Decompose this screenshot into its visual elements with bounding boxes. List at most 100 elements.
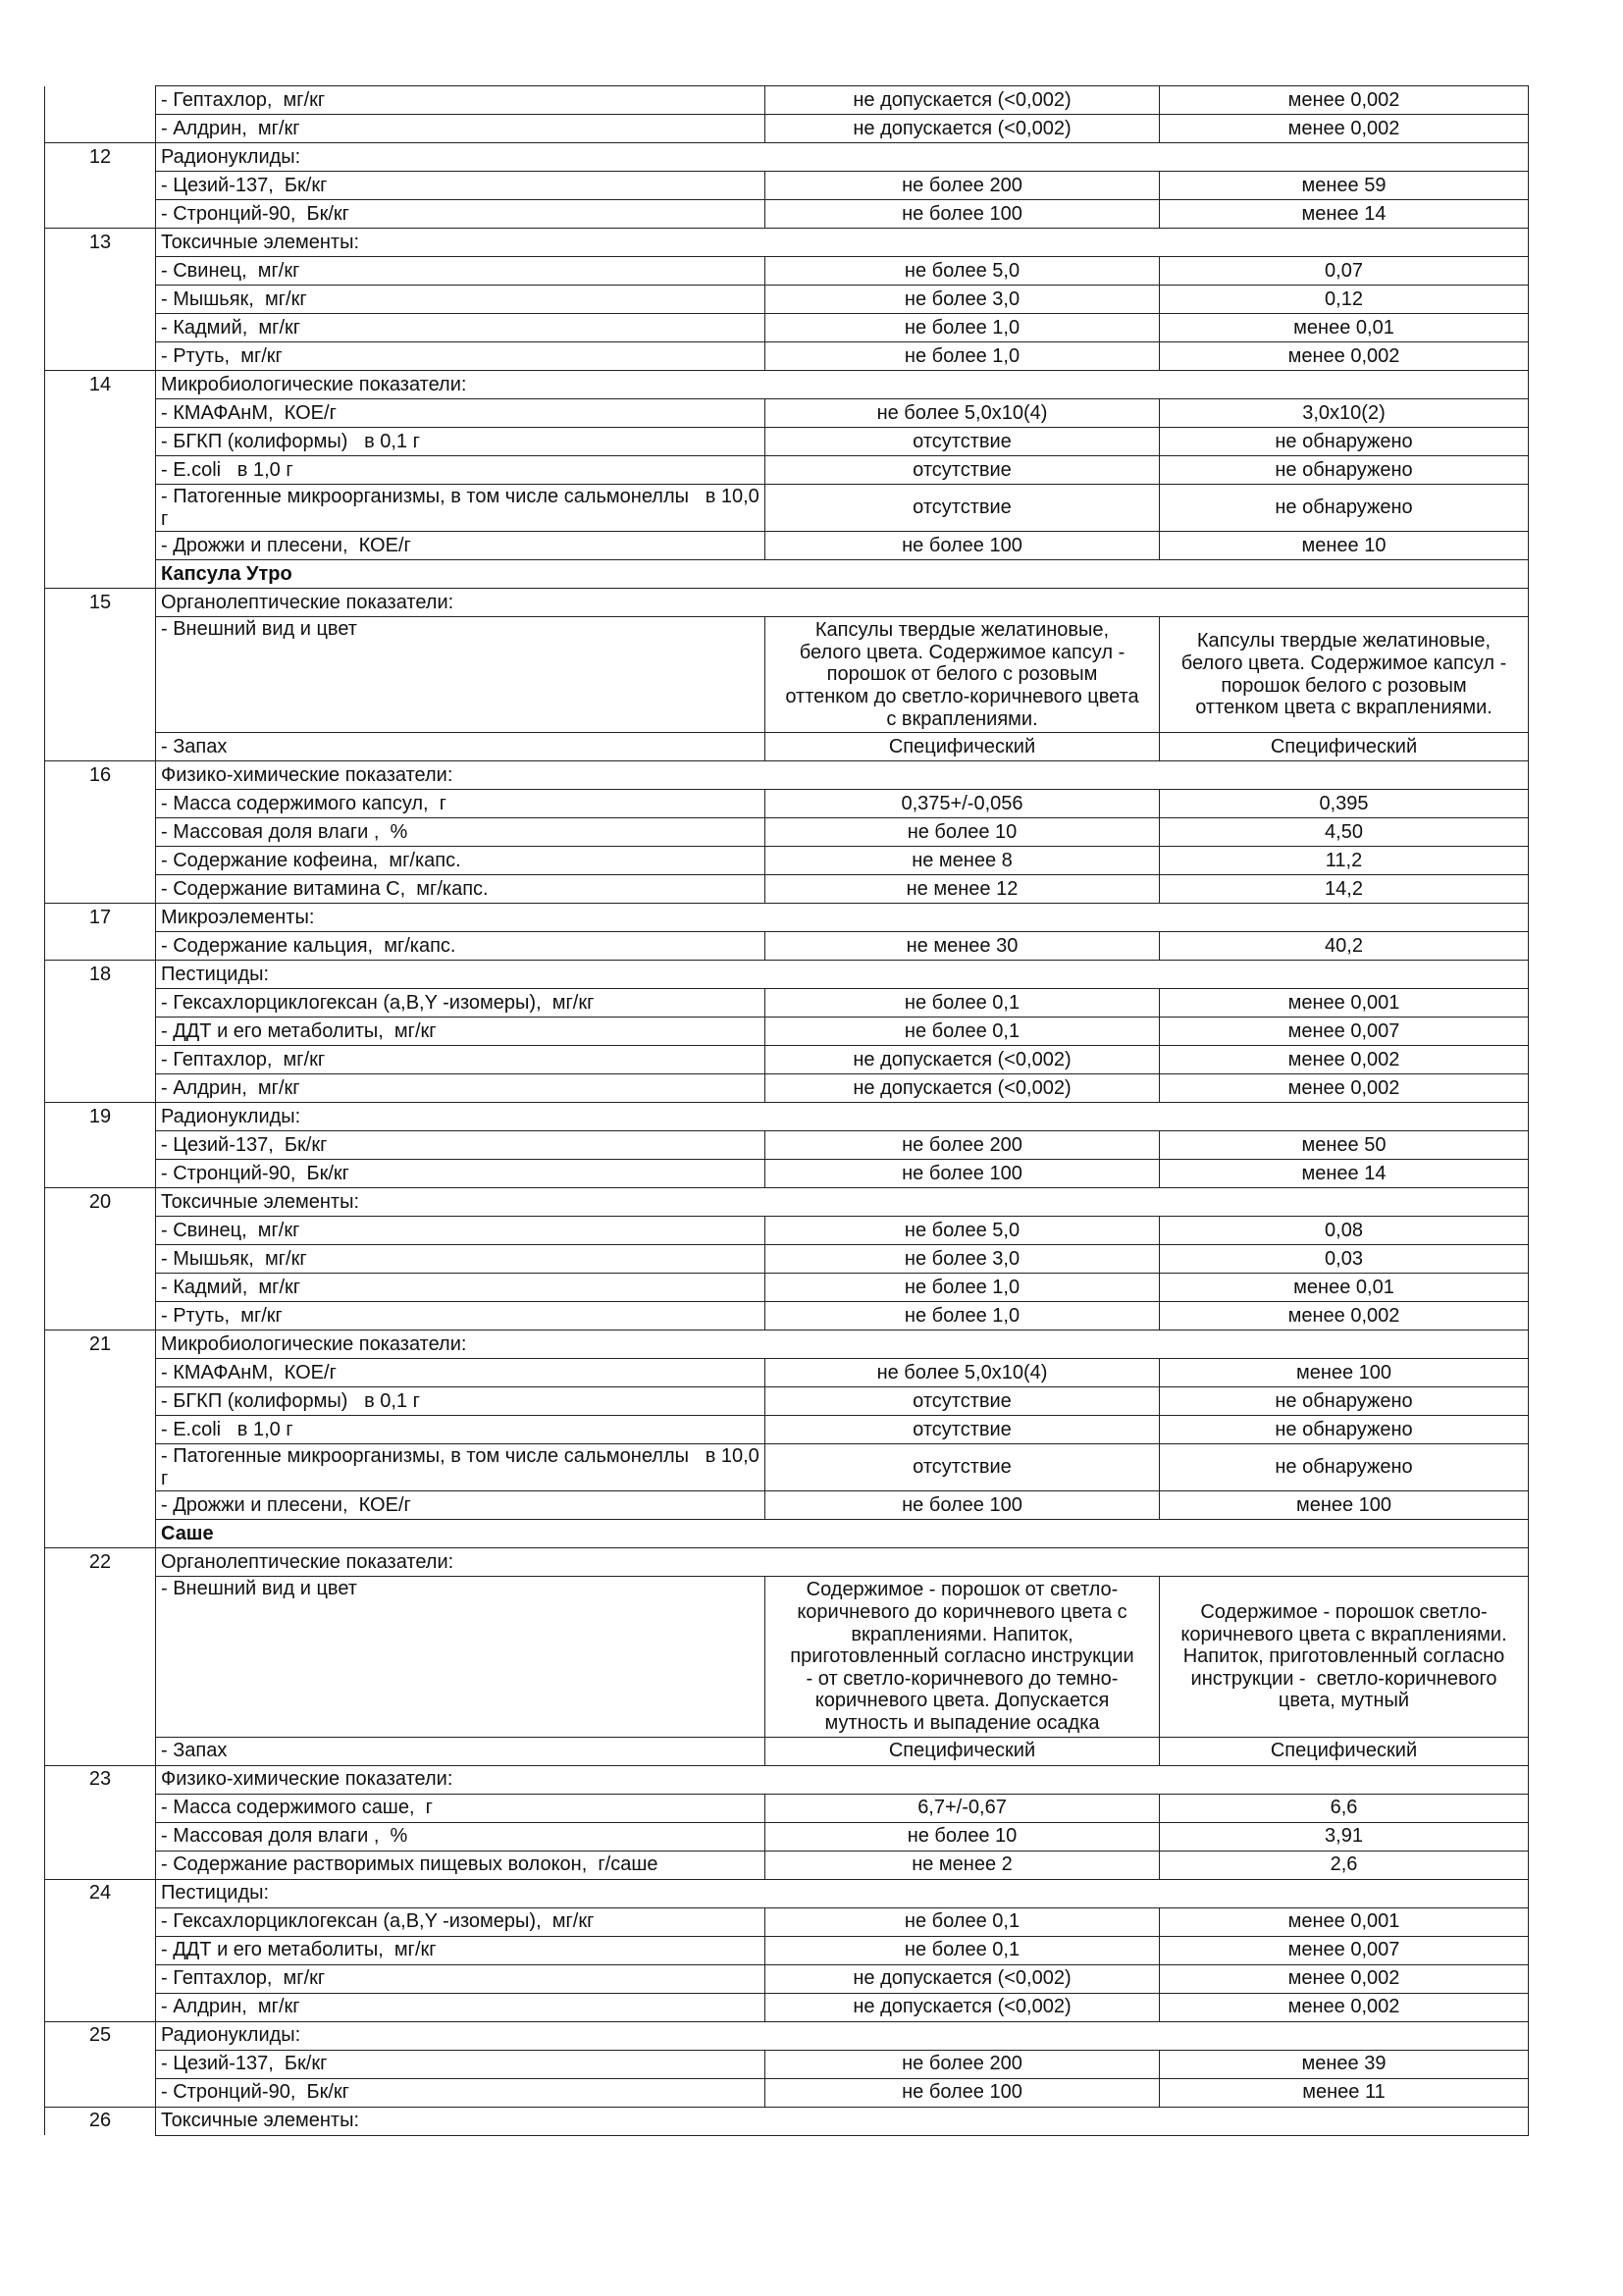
- number-cell: [44, 1301, 156, 1331]
- number-cell: [44, 285, 156, 314]
- table-row: Капсула Утро: [44, 559, 1529, 590]
- result-value: 6,6: [1159, 1793, 1529, 1823]
- table-row: Саше: [44, 1519, 1529, 1549]
- indicator-name: - Кадмий, мг/кг: [155, 1273, 765, 1303]
- table-row: - Содержание кальция, мг/капс. не менее 3…: [44, 931, 1529, 962]
- table-row: - E.coli в 1,0 г отсутствие не обнаружено: [44, 1415, 1529, 1445]
- result-value: менее 0,002: [1159, 1045, 1529, 1075]
- result-value: не обнаружено: [1159, 427, 1529, 456]
- indicator-name: - Запах: [155, 1736, 765, 1766]
- number-cell: [44, 2050, 156, 2078]
- indicator-name: - Масса содержимого саше, г: [155, 1793, 765, 1823]
- table-row: - Патогенные микроорганизмы, в том числе…: [44, 1443, 1529, 1492]
- row-number: 15: [44, 588, 156, 617]
- result-value: менее 100: [1159, 1358, 1529, 1388]
- result-value: Специфический: [1159, 732, 1529, 762]
- indicator-name: - Дрожжи и плесени, КОЕ/г: [155, 1490, 765, 1521]
- number-cell: [44, 1964, 156, 1993]
- number-cell: [44, 1244, 156, 1274]
- table-row: - Ртуть, мг/кг не более 1,0 менее 0,002: [44, 341, 1529, 371]
- indicator-name: - Гексахлорциклогексан (a,B,Y -изомеры),…: [155, 1906, 765, 1937]
- result-value: 0,03: [1159, 1244, 1529, 1275]
- norm-value: не более 100: [764, 1159, 1160, 1189]
- number-cell: [44, 2078, 156, 2107]
- results-table: - Гептахлор, мг/кг не допускается (<0,002…: [44, 85, 1529, 2136]
- row-number: 17: [44, 903, 156, 932]
- number-cell: [44, 1045, 156, 1074]
- indicator-name: - Гептахлор, мг/кг: [155, 1963, 765, 1994]
- table-row: - Мышьяк, мг/кг не более 3,0 0,03: [44, 1244, 1529, 1275]
- row-number: 20: [44, 1187, 156, 1217]
- norm-value: не более 5,0: [764, 256, 1160, 286]
- indicator-name: - КМАФАнМ, КОЕ/г: [155, 1358, 765, 1388]
- indicator-name: - E.coli в 1,0 г: [155, 455, 765, 485]
- group-label: Токсичные элементы:: [155, 1187, 1529, 1218]
- result-value: менее 11: [1159, 2077, 1529, 2108]
- table-row: - Гептахлор, мг/кг не допускается (<0,002…: [44, 1045, 1529, 1075]
- group-label: Радионуклиды:: [155, 2020, 1529, 2051]
- indicator-name: - Стронций-90, Бк/кг: [155, 1159, 765, 1189]
- number-cell: [44, 341, 156, 371]
- indicator-name: - Свинец, мг/кг: [155, 256, 765, 286]
- number-cell: [44, 484, 156, 532]
- table-row: - Кадмий, мг/кг не более 1,0 менее 0,01: [44, 1273, 1529, 1303]
- result-value: менее 100: [1159, 1490, 1529, 1521]
- row-number: 24: [44, 1878, 156, 1907]
- norm-value: не допускается (<0,002): [764, 1073, 1160, 1104]
- number-cell: [44, 531, 156, 560]
- norm-value: отсутствие: [764, 455, 1160, 485]
- number-cell: [44, 1737, 156, 1765]
- norm-value: не более 0,1: [764, 1017, 1160, 1047]
- indicator-name: - Алдрин, мг/кг: [155, 114, 765, 143]
- result-value: менее 0,007: [1159, 1935, 1529, 1965]
- result-value: менее 0,001: [1159, 1906, 1529, 1937]
- table-row: - Масса содержимого саше, г 6,7+/-0,67 6,6: [44, 1793, 1529, 1823]
- table-row: - Алдрин, мг/кг не допускается (<0,002) ме…: [44, 1073, 1529, 1104]
- table-row: - Цезий-137, Бк/кг не более 200 менее 50: [44, 1130, 1529, 1161]
- table-row: - Гептахлор, мг/кг не допускается (<0,002…: [44, 85, 1529, 115]
- norm-value: отсутствие: [764, 1386, 1160, 1417]
- indicator-name: - Внешний вид и цвет: [155, 616, 765, 734]
- number-cell: [44, 1358, 156, 1387]
- row-number: 26: [44, 2106, 156, 2135]
- result-value: 0,395: [1159, 789, 1529, 819]
- result-value: менее 0,002: [1159, 341, 1529, 371]
- row-number: 22: [44, 1547, 156, 1577]
- table-row: - Дрожжи и плесени, КОЕ/г не более 100 мен…: [44, 531, 1529, 561]
- row-number: 14: [44, 370, 156, 399]
- number-cell: [44, 1130, 156, 1160]
- group-label: Микробиологические показатели:: [155, 1330, 1529, 1360]
- indicator-name: - БГКП (колиформы) в 0,1 г: [155, 1386, 765, 1417]
- number-cell: [44, 1576, 156, 1737]
- row-number: 16: [44, 760, 156, 790]
- table-row: - Массовая доля влаги , % не более 10 3,91: [44, 1821, 1529, 1852]
- table-row: 16 Физико-химические показатели:: [44, 760, 1529, 791]
- group-label: Микроэлементы:: [155, 903, 1529, 933]
- result-value: менее 0,01: [1159, 313, 1529, 342]
- group-label: Радионуклиды:: [155, 1102, 1529, 1132]
- result-value: не обнаружено: [1159, 1443, 1529, 1492]
- indicator-name: - Ртуть, мг/кг: [155, 341, 765, 371]
- indicator-name: - КМАФАнМ, КОЕ/г: [155, 398, 765, 428]
- indicator-name: - Масса содержимого капсул, г: [155, 789, 765, 819]
- number-cell: [44, 1386, 156, 1416]
- norm-value: не более 10: [764, 817, 1160, 848]
- row-number: 12: [44, 142, 156, 172]
- result-value: 3,91: [1159, 1821, 1529, 1852]
- number-cell: [44, 427, 156, 456]
- norm-value: Капсулы твердые желатиновые, белого цвет…: [764, 616, 1160, 734]
- number-cell: [44, 817, 156, 847]
- norm-value: не более 10: [764, 1821, 1160, 1852]
- result-value: 0,12: [1159, 285, 1529, 314]
- norm-value: не менее 12: [764, 874, 1160, 905]
- table-row: - Содержание витамина С, мг/капс. не мене…: [44, 874, 1529, 905]
- table-row: 24 Пестициды:: [44, 1878, 1529, 1908]
- table-row: - Дрожжи и плесени, КОЕ/г не более 100 мен…: [44, 1490, 1529, 1521]
- group-label: Микробиологические показатели:: [155, 370, 1529, 399]
- indicator-name: - Гептахлор, мг/кг: [155, 1045, 765, 1075]
- norm-value: не более 1,0: [764, 313, 1160, 342]
- indicator-name: - Алдрин, мг/кг: [155, 1992, 765, 2022]
- norm-value: не более 3,0: [764, 1244, 1160, 1275]
- group-label: Физико-химические показатели:: [155, 1764, 1529, 1795]
- number-cell: [44, 1017, 156, 1046]
